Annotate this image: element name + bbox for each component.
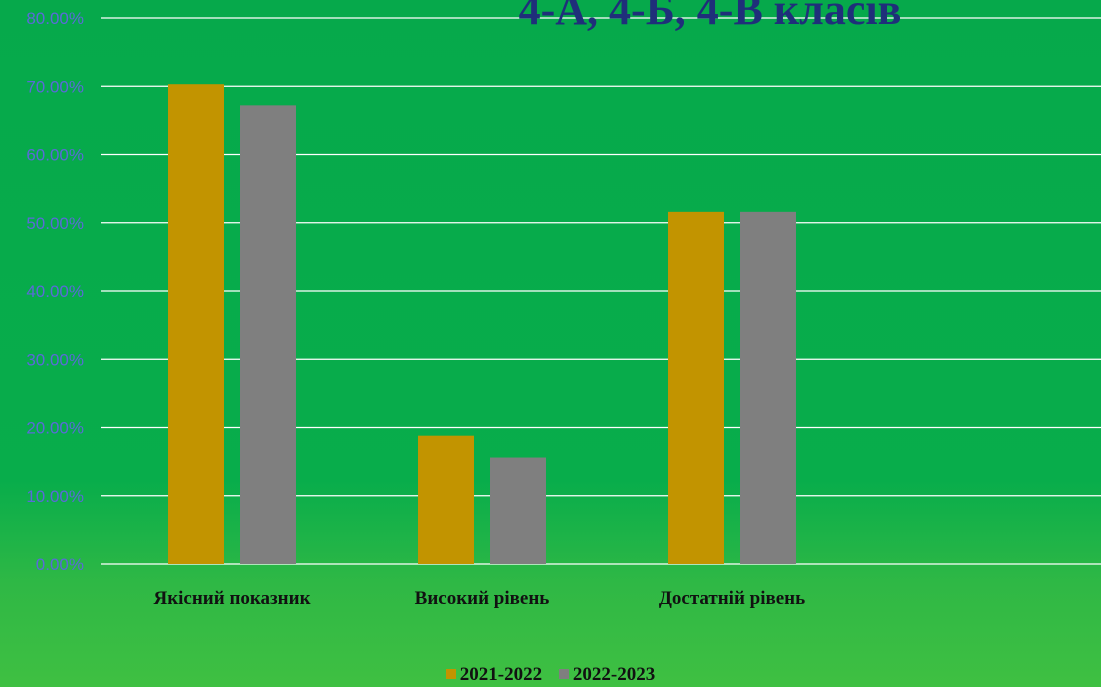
legend-swatch-series-2 — [558, 669, 569, 679]
legend-item-series-2: 2022-2023 — [558, 664, 656, 686]
y-tick-label: 40.00% — [26, 282, 84, 301]
y-tick-label: 30.00% — [26, 350, 84, 369]
bar-series-2-category-2 — [490, 457, 546, 564]
bar-series-2-category-3 — [740, 211, 796, 564]
y-tick-label: 70.00% — [26, 77, 84, 96]
x-axis-labels: Якісний показник Високий рівень Достатній … — [153, 588, 805, 609]
legend-label-series-2: 2022-2023 — [572, 664, 656, 685]
y-tick-label: 50.00% — [26, 214, 84, 233]
y-tick-label: 0.00% — [36, 555, 84, 574]
y-tick-label: 20.00% — [26, 419, 84, 438]
legend-label-series-1: 2021-2022 — [459, 664, 543, 685]
y-tick-label: 60.00% — [26, 146, 84, 165]
bar-series-1-category-3 — [668, 211, 724, 564]
legend-item-series-1: 2021-2022 — [445, 664, 543, 686]
chart-title: 4-А, 4-Б, 4-В класів — [519, 0, 902, 34]
legend: 2021-2022 2022-2023 — [0, 664, 1101, 686]
x-category-label: Якісний показник — [153, 588, 310, 609]
legend-swatch-series-1 — [445, 669, 456, 679]
bar-series-1-category-1 — [168, 84, 224, 564]
bar-series-2-category-1 — [240, 105, 296, 565]
y-axis-ticks: 0.00% 10.00% 20.00% 30.00% 40.00% 50.00% 60.00… — [26, 9, 84, 574]
x-category-label: Достатній рівень — [659, 588, 805, 609]
bars — [168, 84, 796, 565]
y-tick-label: 80.00% — [26, 9, 84, 28]
y-tick-label: 10.00% — [26, 487, 84, 506]
bar-series-1-category-2 — [418, 435, 474, 564]
x-category-label: Високий рівень — [415, 588, 550, 609]
